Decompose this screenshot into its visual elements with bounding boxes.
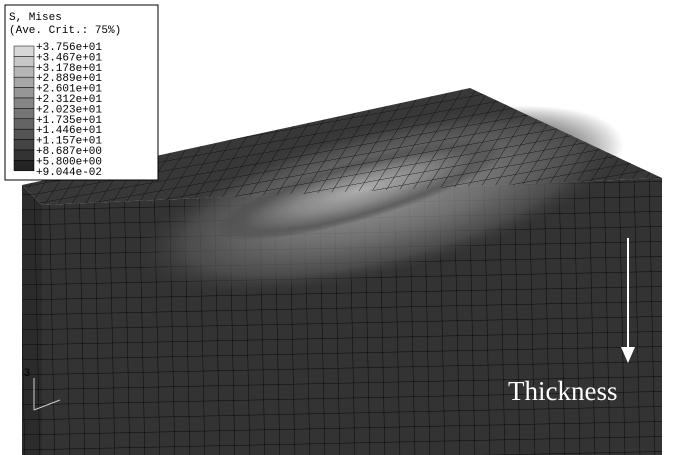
left-mesh — [22, 185, 42, 455]
legend-swatch — [14, 67, 34, 77]
viewport: S, Mises (Ave. Crit.: 75%) +3.756e+01+3.… — [0, 0, 686, 455]
legend-swatch — [14, 88, 34, 98]
legend-swatch — [14, 129, 34, 139]
legend-swatch — [14, 108, 34, 118]
legend-subtitle: (Ave. Crit.: 75%) — [9, 25, 121, 37]
legend-swatch — [14, 77, 34, 87]
legend-swatch — [14, 160, 34, 170]
legend-swatch — [14, 150, 34, 160]
legend-swatch — [14, 140, 34, 150]
annotation: Thickness — [508, 376, 617, 406]
legend-swatch — [14, 119, 34, 129]
legend-scale: +3.756e+01+3.467e+01+3.178e+01+2.889e+01… — [14, 42, 102, 179]
legend-label: +9.044e-02 — [36, 167, 102, 179]
triad-label: 3 — [24, 367, 30, 379]
legend-swatch — [14, 56, 34, 66]
legend-swatch — [14, 98, 34, 108]
legend-title: S, Mises — [9, 12, 62, 24]
legend-swatch — [14, 46, 34, 56]
